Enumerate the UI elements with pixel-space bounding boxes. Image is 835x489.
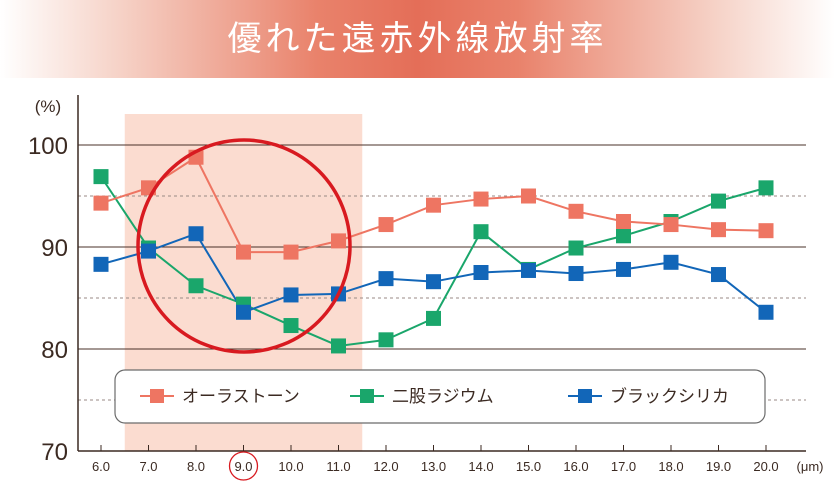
data-point <box>568 266 584 282</box>
data-point <box>93 195 109 211</box>
legend-marker-1 <box>360 389 374 403</box>
x-tick-label: 10.0 <box>278 459 303 474</box>
data-point <box>521 188 536 204</box>
data-point <box>93 169 109 185</box>
data-point <box>616 228 631 244</box>
x-tick-label: 19.0 <box>706 459 731 474</box>
x-tick-label: 7.0 <box>139 459 157 474</box>
data-point <box>283 287 299 303</box>
highlight-circle <box>136 138 352 354</box>
y-tick-label: 90 <box>41 235 68 262</box>
data-point <box>616 261 631 277</box>
y-tick-label: 100 <box>28 133 68 160</box>
x-tick-label: 12.0 <box>373 459 398 474</box>
data-point <box>473 265 489 280</box>
data-point <box>616 214 631 229</box>
data-point <box>663 217 679 233</box>
data-point <box>283 318 299 334</box>
legend-marker-2 <box>578 389 592 403</box>
x-tick-label: 17.0 <box>611 459 636 474</box>
data-point <box>378 332 394 348</box>
circled-tick-marker <box>228 451 259 481</box>
x-tick-label: 15.0 <box>516 459 541 474</box>
data-point <box>426 310 441 326</box>
data-point <box>188 278 204 294</box>
x-tick-label: 18.0 <box>658 459 683 474</box>
data-point <box>521 262 536 278</box>
data-point <box>331 338 346 354</box>
x-tick-label: 20.0 <box>753 459 778 474</box>
title-banner <box>0 0 835 78</box>
data-point <box>711 267 726 283</box>
chart-title: 優れた遠赤外線放射率 <box>227 19 608 59</box>
data-point <box>188 226 204 242</box>
data-point <box>283 244 299 260</box>
x-tick-label: 14.0 <box>468 459 493 474</box>
data-point <box>236 304 251 320</box>
x-tick-label: 9.0 <box>234 459 252 474</box>
data-point <box>236 244 251 260</box>
y-tick-label: 70 <box>41 439 68 466</box>
data-point <box>426 274 441 290</box>
x-unit-label: (μm) <box>797 459 824 474</box>
data-point <box>663 254 679 270</box>
legend-label-2: ブラックシリカ <box>610 386 729 407</box>
data-point <box>378 217 394 233</box>
data-point <box>93 256 109 272</box>
legend-label-1: 二股ラジウム <box>392 387 494 407</box>
x-tick-label: 6.0 <box>92 459 110 474</box>
data-point <box>473 191 489 207</box>
data-point <box>758 223 774 239</box>
data-point <box>331 233 346 249</box>
data-point <box>711 222 726 238</box>
x-tick-label: 13.0 <box>421 459 446 474</box>
legend-label-0: オーラストーン <box>182 387 300 407</box>
x-tick-label: 16.0 <box>563 459 588 474</box>
x-tick-label: 11.0 <box>326 459 350 474</box>
x-tick-label: 8.0 <box>187 459 205 474</box>
y-unit-label: (%) <box>35 97 61 116</box>
legend-marker-0 <box>150 389 164 403</box>
data-point <box>378 271 394 287</box>
data-point <box>758 304 774 320</box>
data-point <box>758 180 774 196</box>
data-point <box>568 203 584 219</box>
y-tick-label: 80 <box>41 337 68 364</box>
data-point <box>141 243 156 259</box>
data-point <box>568 240 584 256</box>
legend-box <box>114 369 766 424</box>
data-point <box>711 193 726 209</box>
data-point <box>426 197 441 213</box>
data-point <box>473 224 489 240</box>
